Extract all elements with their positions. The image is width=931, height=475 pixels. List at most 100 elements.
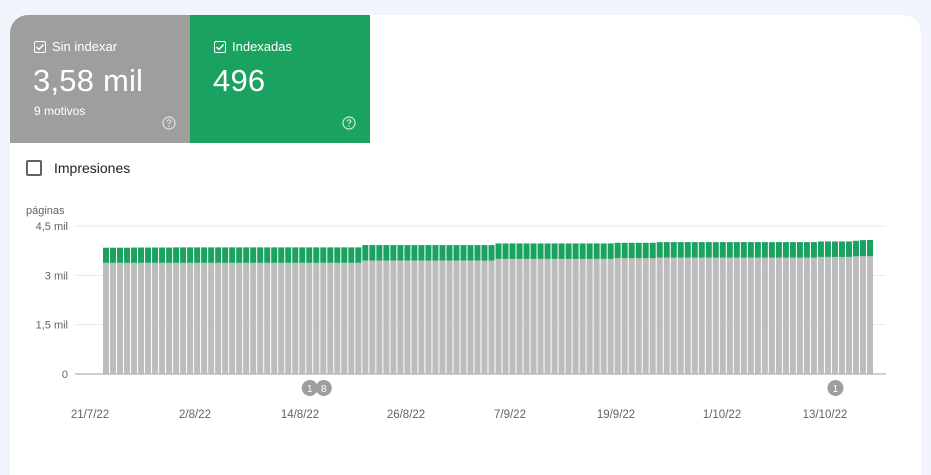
indexed-tile[interactable]: Indexadas 496 xyxy=(190,15,370,143)
bar-segment-not-indexed xyxy=(845,256,852,374)
bar-segment-indexed xyxy=(726,242,733,258)
bar-segment-not-indexed xyxy=(299,262,306,374)
bar-segment-indexed xyxy=(159,247,166,263)
bar-segment-indexed xyxy=(628,242,635,259)
bar-segment-indexed xyxy=(705,242,712,258)
not-indexed-tile[interactable]: Sin indexar 3,58 mil 9 motivos xyxy=(10,15,190,143)
bar-segment-not-indexed xyxy=(621,258,628,374)
bar-segment-not-indexed xyxy=(446,260,453,374)
bar-segment-not-indexed xyxy=(754,257,761,374)
bar-segment-indexed xyxy=(117,247,124,263)
bar-segment-indexed xyxy=(285,247,292,263)
bar-segment-indexed xyxy=(348,247,355,263)
bar-segment-indexed xyxy=(677,242,684,258)
bar-segment-not-indexed xyxy=(474,260,481,374)
help-icon[interactable] xyxy=(162,116,176,130)
bar-segment-not-indexed xyxy=(789,257,796,374)
bar-segment-not-indexed xyxy=(726,257,733,374)
checkbox-unchecked-icon[interactable] xyxy=(26,160,42,176)
x-tick-label: 14/8/22 xyxy=(281,409,319,421)
bar-segment-not-indexed xyxy=(719,257,726,374)
annotation-marker xyxy=(301,380,318,396)
bar-segment-not-indexed xyxy=(460,260,467,374)
checkbox-checked-icon[interactable] xyxy=(34,40,46,53)
bar-segment-not-indexed xyxy=(488,260,495,374)
bar-segment-not-indexed xyxy=(859,256,866,374)
bar-segment-indexed xyxy=(558,243,565,259)
bar-segment-indexed xyxy=(481,245,488,261)
bar-segment-not-indexed xyxy=(831,256,838,374)
bar-segment-indexed xyxy=(502,243,509,259)
bar-segment-not-indexed xyxy=(698,257,705,374)
help-icon[interactable] xyxy=(342,116,356,130)
bar-segment-not-indexed xyxy=(208,262,215,374)
bar-segment-not-indexed xyxy=(397,260,404,374)
bar-segment-not-indexed xyxy=(600,258,607,374)
bar-segment-indexed xyxy=(663,242,670,258)
bar-segment-not-indexed xyxy=(124,262,131,374)
annotation-label: 1 xyxy=(833,384,839,395)
bar-segment-not-indexed xyxy=(593,258,600,374)
bar-segment-not-indexed xyxy=(761,257,768,374)
bar-segment-not-indexed xyxy=(768,257,775,374)
bar-segment-not-indexed xyxy=(544,258,551,374)
annotation-label: 1 xyxy=(307,384,313,395)
bar-segment-indexed xyxy=(152,247,159,263)
bar-segment-indexed xyxy=(439,245,446,261)
bar-segment-indexed xyxy=(355,247,362,263)
bar-segment-indexed xyxy=(229,247,236,263)
bar-segment-not-indexed xyxy=(264,262,271,374)
bar-segment-indexed xyxy=(313,247,320,263)
bar-segment-indexed xyxy=(460,245,467,261)
bar-segment-not-indexed xyxy=(348,262,355,374)
y-tick-label: 3 mil xyxy=(45,270,68,282)
bar-segment-indexed xyxy=(733,242,740,258)
checkbox-checked-icon[interactable] xyxy=(214,40,226,53)
bar-segment-indexed xyxy=(670,242,677,258)
bar-segment-not-indexed xyxy=(292,262,299,374)
bar-segment-indexed xyxy=(649,242,656,259)
bar-segment-not-indexed xyxy=(558,258,565,374)
y-tick-label: 4,5 mil xyxy=(36,221,68,233)
bar-segment-indexed xyxy=(691,242,698,258)
bar-segment-indexed xyxy=(173,247,180,263)
bar-segment-indexed xyxy=(516,243,523,259)
bar-segment-indexed xyxy=(642,242,649,259)
x-tick-label: 26/8/22 xyxy=(387,409,425,421)
bar-segment-not-indexed xyxy=(810,257,817,374)
bar-segment-indexed xyxy=(306,247,313,263)
bar-segment-indexed xyxy=(124,247,131,263)
bar-segment-indexed xyxy=(761,242,768,258)
bar-segment-indexed xyxy=(509,243,516,259)
bar-segment-indexed xyxy=(467,245,474,261)
impressions-toggle[interactable]: Impresiones xyxy=(26,160,130,176)
impressions-label: Impresiones xyxy=(54,160,131,176)
bar-segment-not-indexed xyxy=(607,258,614,374)
not-indexed-label: Sin indexar xyxy=(52,39,118,54)
bar-segment-indexed xyxy=(103,247,110,263)
bar-segment-not-indexed xyxy=(691,257,698,374)
bar-segment-not-indexed xyxy=(334,262,341,374)
bar-segment-not-indexed xyxy=(250,262,257,374)
bar-segment-not-indexed xyxy=(530,258,537,374)
bar-segment-indexed xyxy=(446,245,453,261)
bar-segment-indexed xyxy=(243,247,250,263)
bar-segment-indexed xyxy=(201,247,208,263)
bar-segment-not-indexed xyxy=(355,262,362,374)
bar-segment-not-indexed xyxy=(705,257,712,374)
bar-segment-indexed xyxy=(145,247,152,263)
bar-segment-not-indexed xyxy=(502,258,509,374)
bar-segment-indexed xyxy=(600,243,607,259)
bar-segment-not-indexed xyxy=(180,262,187,374)
bar-segment-indexed xyxy=(425,245,432,261)
bar-segment-not-indexed xyxy=(117,262,124,374)
bar-segment-indexed xyxy=(852,240,859,257)
bar-segment-not-indexed xyxy=(796,257,803,374)
bar-segment-not-indexed xyxy=(439,260,446,374)
indexed-value: 496 xyxy=(213,63,266,98)
x-tick-label: 7/9/22 xyxy=(494,409,526,421)
bar-segment-not-indexed xyxy=(285,262,292,374)
bar-segment-not-indexed xyxy=(775,257,782,374)
bar-segment-not-indexed xyxy=(572,258,579,374)
bar-segment-indexed xyxy=(369,245,376,261)
